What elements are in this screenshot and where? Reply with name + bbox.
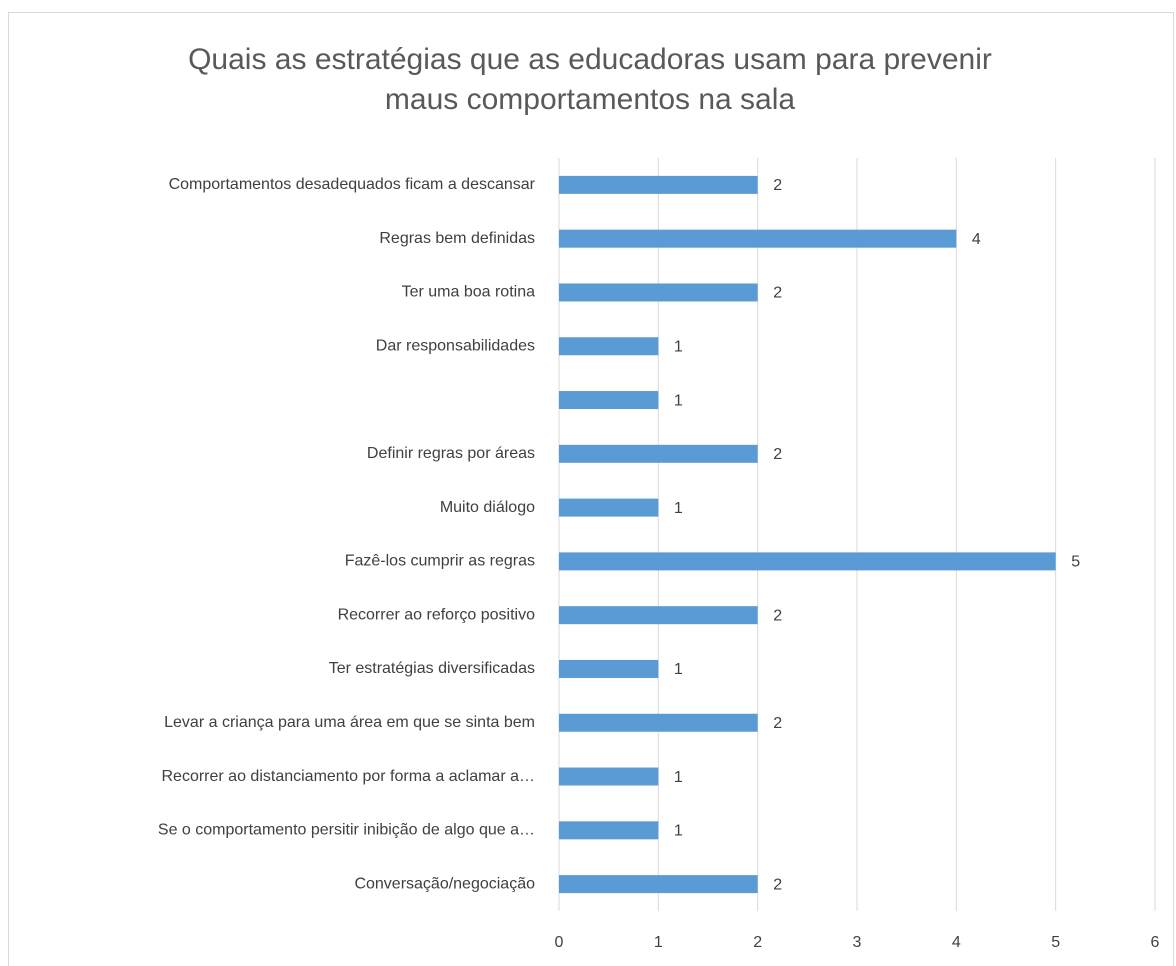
bar bbox=[559, 391, 659, 410]
data-label: 4 bbox=[972, 231, 981, 248]
bar bbox=[559, 713, 758, 732]
bar bbox=[559, 175, 758, 194]
bar bbox=[559, 229, 957, 248]
y-tick-label: Definir regras por áreas bbox=[367, 445, 535, 462]
x-tick-label: 0 bbox=[555, 934, 564, 951]
y-tick-label: Ter estratégias diversificadas bbox=[329, 660, 535, 677]
y-tick-label: Recorrer ao reforço positivo bbox=[338, 606, 536, 623]
x-tick-label: 6 bbox=[1151, 934, 1160, 951]
y-tick-label: Se o comportamento persitir inibição de … bbox=[158, 822, 535, 839]
bar bbox=[559, 552, 1056, 571]
y-tick-label: Ter uma boa rotina bbox=[402, 284, 536, 301]
data-label: 1 bbox=[674, 769, 683, 786]
data-label: 2 bbox=[773, 607, 782, 624]
data-label: 1 bbox=[674, 500, 683, 517]
y-tick-label: Muito diálogo bbox=[440, 499, 535, 516]
x-tick-label: 3 bbox=[853, 934, 862, 951]
y-tick-label: Dar responsabilidades bbox=[376, 337, 535, 354]
x-tick-label: 1 bbox=[654, 934, 663, 951]
data-label: 1 bbox=[674, 661, 683, 678]
bar bbox=[559, 875, 758, 894]
chart-frame bbox=[8, 12, 1174, 966]
data-label: 1 bbox=[674, 338, 683, 355]
bar bbox=[559, 606, 758, 625]
data-label: 2 bbox=[773, 876, 782, 893]
data-label: 1 bbox=[674, 823, 683, 840]
bar bbox=[559, 337, 659, 356]
x-tick-label: 2 bbox=[753, 934, 762, 951]
chart-title: Quais as estratégias que as educadoras u… bbox=[188, 43, 992, 116]
y-tick-label: Comportamentos desadequados ficam a desc… bbox=[169, 176, 536, 193]
bar bbox=[559, 821, 659, 840]
bar bbox=[559, 767, 659, 786]
data-label: 2 bbox=[773, 446, 782, 463]
x-tick-label: 5 bbox=[1051, 934, 1060, 951]
bar bbox=[559, 659, 659, 678]
y-tick-label: Regras bem definidas bbox=[379, 230, 535, 247]
data-label: 2 bbox=[773, 715, 782, 732]
y-tick-label: Conversação/negociação bbox=[354, 875, 535, 892]
data-label: 2 bbox=[773, 285, 782, 302]
x-tick-label: 4 bbox=[952, 934, 961, 951]
bar bbox=[559, 283, 758, 302]
y-tick-label: Levar a criança para uma área em que se … bbox=[164, 714, 535, 731]
data-label: 1 bbox=[674, 392, 683, 409]
data-label: 5 bbox=[1071, 554, 1080, 571]
y-tick-label: Recorrer ao distanciamento por forma a a… bbox=[162, 768, 536, 785]
data-label: 2 bbox=[773, 177, 782, 194]
bar bbox=[559, 498, 659, 517]
y-tick-label: Fazê-los cumprir as regras bbox=[345, 553, 535, 570]
bar bbox=[559, 444, 758, 463]
